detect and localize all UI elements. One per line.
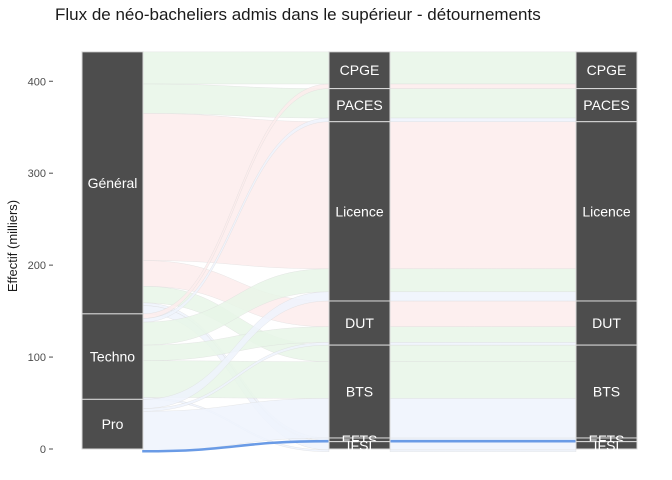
y-tick-label: 200 [28,260,46,272]
flow-b-pro-bts [389,398,577,439]
stratum-2-bts [575,344,638,439]
flow-général-cpge [142,51,330,85]
stratum-label: BTS [593,384,620,400]
stratum-label: IFSI [594,437,620,453]
chart-title: Flux de néo-bacheliers admis dans le sup… [55,5,541,24]
stratum-1-ifsi [328,441,391,450]
strata: GénéralTechnoProCPGEPACESLicenceDUTBTSEF… [81,51,638,453]
stratum-1-paces [328,88,391,123]
stratum-2-cpge [575,51,638,90]
flow-b-général-paces [389,88,577,119]
stratum-label: BTS [346,384,373,400]
stratum-label: Licence [582,203,630,219]
stratum-label: Général [88,175,138,191]
y-tick-label: 100 [28,352,46,364]
y-axis: 0 100 200 300 400 [28,76,53,456]
stratum-label: Techno [90,349,135,365]
stratum-label: Licence [335,203,383,219]
stratum-0-techno [81,313,144,400]
stratum-label: PACES [336,97,382,113]
stratum-label: IFSI [347,437,373,453]
stratum-label: CPGE [340,62,380,78]
flow-b-général-ifsi [389,441,577,451]
flow-b-général-bts [389,344,577,362]
flow-b-techno-licence [389,268,577,293]
flow-b-techno-bts [389,361,577,399]
stratum-label: DUT [345,315,374,331]
flow-b-pro-licence [389,291,577,302]
stratum-label: CPGE [587,62,627,78]
flow-b-techno-dut [389,326,577,343]
stratum-label: DUT [592,315,621,331]
stratum-label: Pro [102,416,124,432]
stratum-label: PACES [583,97,629,113]
flow-b-pro-dut [389,342,577,346]
flow-b-général-dut [389,300,577,327]
stratum-0-pro [81,398,144,450]
flow-général-licence [142,113,330,270]
stratum-0-général [81,51,144,315]
flow-b-général-licence [389,121,577,270]
stratum-1-licence [328,121,391,302]
stratum-2-ifsi [575,441,638,450]
y-axis-label: Effectif (milliers) [5,200,20,292]
y-tick-label: 0 [40,444,46,456]
flow-b-techno-paces [389,117,577,122]
flow-général-paces [142,83,330,119]
flow-b-pro-efts [389,439,577,443]
flow-techno-bts [142,360,330,399]
flow-b-général-cpge [389,51,577,85]
stratum-2-dut [575,300,638,346]
y-tick-label: 300 [28,168,46,180]
flow-b-techno-ifsi [389,449,577,453]
flows [142,51,577,453]
stratum-1-bts [328,344,391,439]
y-tick-label: 400 [28,76,46,88]
stratum-2-licence [575,121,638,302]
flow-b-techno-cpge [389,83,577,89]
